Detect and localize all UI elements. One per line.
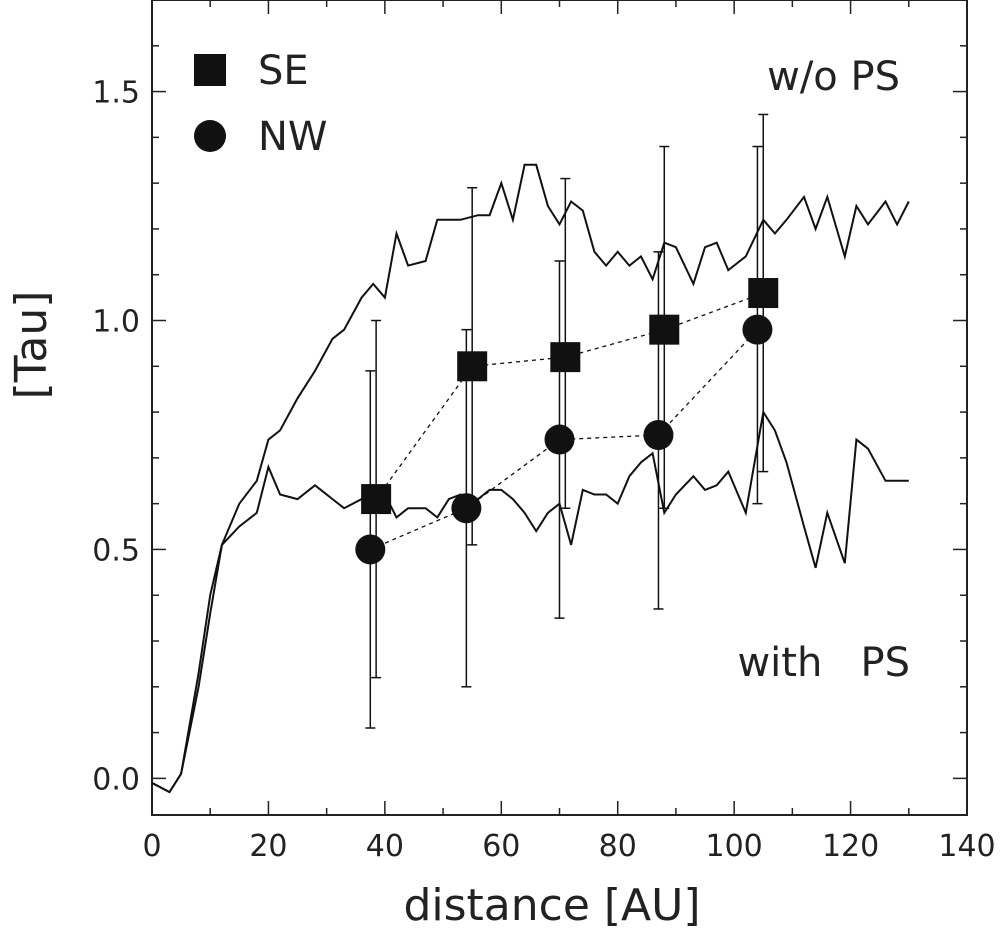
x-tick-label: 40 xyxy=(366,829,404,864)
legend-circle-marker xyxy=(194,120,226,152)
annotation-bottom: with PS xyxy=(737,640,910,686)
ticks-layer xyxy=(151,0,968,815)
annotation-top: w/o PS xyxy=(767,54,900,100)
legend-label-se: SE xyxy=(258,48,309,94)
se-point xyxy=(361,484,392,515)
nw-point xyxy=(355,534,386,565)
errorbars-layer xyxy=(365,113,769,729)
se-point xyxy=(748,278,779,309)
se-point xyxy=(550,342,581,373)
legend: SE NW xyxy=(194,48,327,160)
x-tick-label: 120 xyxy=(822,829,879,864)
x-tick-label: 100 xyxy=(706,829,763,864)
y-axis-label: [Tau] xyxy=(6,291,57,400)
nw-point xyxy=(451,493,482,524)
x-tick-label: 140 xyxy=(938,829,995,864)
se-point xyxy=(649,314,680,345)
x-tick-label: 60 xyxy=(482,829,520,864)
y-tick-label: 0.0 xyxy=(92,762,140,797)
curves-layer xyxy=(151,163,910,794)
legend-label-nw: NW xyxy=(258,114,327,160)
markers-layer xyxy=(355,278,779,565)
y-tick-label: 1.5 xyxy=(92,76,140,111)
x-tick-label: 80 xyxy=(599,829,637,864)
nw-point xyxy=(544,424,575,455)
profile-curve xyxy=(151,163,910,794)
se-point xyxy=(457,351,488,382)
tick-labels-layer: 0 20 40 60 80 100 120 140 0.0 0.5 1.0 1.5 xyxy=(92,76,995,864)
nw-point xyxy=(643,419,674,450)
nw-point xyxy=(742,314,773,345)
legend-square-marker xyxy=(194,54,226,86)
x-axis-label: distance [AU] xyxy=(403,880,700,931)
y-tick-label: 0.5 xyxy=(92,533,140,568)
series-connector-line xyxy=(375,292,764,500)
y-tick-label: 1.0 xyxy=(92,305,140,340)
x-tick-label: 20 xyxy=(249,829,287,864)
x-tick-label: 0 xyxy=(142,829,161,864)
profile-curve xyxy=(151,409,909,794)
